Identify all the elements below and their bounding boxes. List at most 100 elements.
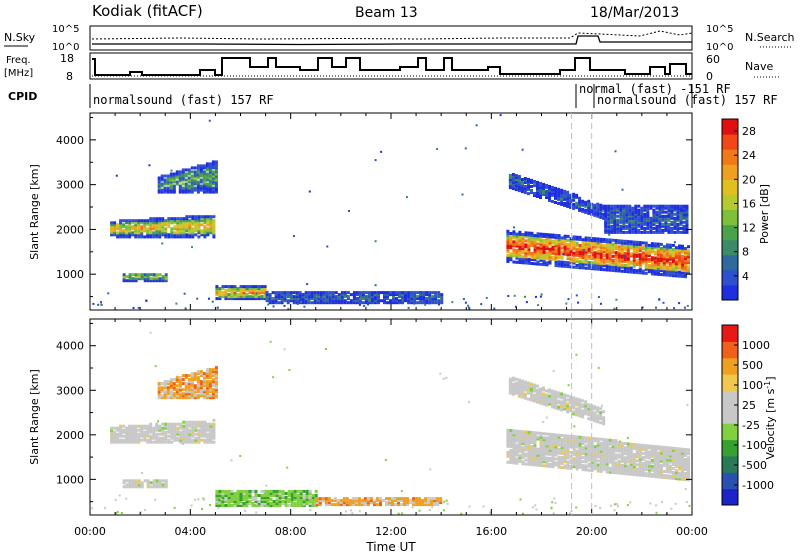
heatmap-cell xyxy=(578,398,582,402)
heatmap-cell xyxy=(134,227,138,231)
heatmap-cell xyxy=(551,255,555,259)
heatmap-cell xyxy=(301,293,305,297)
heatmap-cell xyxy=(182,235,186,239)
heatmap-cell xyxy=(182,426,186,430)
heatmap-cell xyxy=(687,249,690,253)
heatmap-cell xyxy=(425,293,429,297)
heatmap-cell xyxy=(512,431,516,435)
heatmap-cell xyxy=(641,455,645,459)
heatmap-cell xyxy=(251,502,255,505)
heatmap-cell xyxy=(131,430,135,434)
heatmap-cell xyxy=(199,388,203,392)
heatmap-cell xyxy=(533,441,537,445)
heatmap-cell xyxy=(190,384,194,388)
noise-cell xyxy=(374,284,377,287)
heatmap-cell xyxy=(626,256,630,260)
heatmap-cell xyxy=(656,260,660,264)
heatmap-cell xyxy=(634,228,638,232)
heatmap-cell xyxy=(325,299,329,303)
heatmap-cell xyxy=(593,261,597,265)
heatmap-cell xyxy=(209,229,213,233)
heatmap-cell xyxy=(191,235,195,239)
heatmap-cell xyxy=(345,497,349,501)
heatmap-cell xyxy=(134,479,138,483)
heatmap-cell xyxy=(218,297,222,301)
heatmap-cell xyxy=(214,366,218,370)
heatmap-cell xyxy=(539,248,543,252)
heatmap-cell xyxy=(572,194,576,198)
heatmap-cell xyxy=(653,262,657,266)
heatmap-cell xyxy=(194,428,198,432)
heatmap-cell xyxy=(508,385,512,389)
noise-cell xyxy=(467,304,469,307)
heatmap-cell xyxy=(184,388,188,392)
heatmap-cell xyxy=(563,395,567,399)
heatmap-cell xyxy=(269,489,273,493)
heatmap-cell xyxy=(641,469,645,473)
heatmap-cell xyxy=(653,270,657,274)
heatmap-cell xyxy=(631,218,635,222)
heatmap-cell xyxy=(668,454,672,458)
heatmap-cell xyxy=(551,193,554,197)
heatmap-cell xyxy=(665,448,669,452)
heatmap-cell xyxy=(509,453,513,456)
noise-cell xyxy=(451,301,454,304)
heatmap-cell xyxy=(110,428,114,432)
heatmap-cell xyxy=(551,249,555,253)
heatmap-cell xyxy=(619,226,623,230)
heatmap-cell xyxy=(327,499,331,503)
heatmap-cell xyxy=(191,227,195,231)
heatmap-cell xyxy=(292,295,296,299)
heatmap-cell xyxy=(548,400,551,404)
heatmap-cell xyxy=(155,479,159,483)
heatmap-cell xyxy=(199,172,203,176)
heatmap-cell xyxy=(687,269,690,273)
heatmap-cell xyxy=(319,293,323,297)
heatmap-cell xyxy=(678,258,681,262)
heatmap-cell xyxy=(155,424,159,428)
heatmap-cell xyxy=(119,432,123,436)
heatmap-cell xyxy=(439,501,443,505)
heatmap-cell xyxy=(667,226,671,230)
heatmap-cell xyxy=(239,287,243,291)
heatmap-cell xyxy=(569,450,573,454)
heatmap-cell xyxy=(170,432,174,436)
heatmap-cell xyxy=(641,253,645,257)
heatmap-cell xyxy=(596,243,600,247)
heatmap-cell xyxy=(590,450,594,454)
heatmap-cell xyxy=(170,235,174,239)
heatmap-cell xyxy=(200,438,204,442)
heatmap-cell xyxy=(652,204,656,208)
heatmap-cell xyxy=(536,396,539,400)
heatmap-cell xyxy=(563,393,567,397)
heatmap-cell xyxy=(551,393,554,397)
heatmap-cell xyxy=(620,251,624,255)
heatmap-cell xyxy=(188,227,192,231)
heatmap-cell xyxy=(392,301,395,305)
heatmap-cell xyxy=(385,503,388,507)
heatmap-cell xyxy=(187,388,191,392)
heatmap-cell xyxy=(596,210,600,214)
heatmap-cell xyxy=(665,253,669,257)
noise-cell xyxy=(661,501,664,504)
heatmap-cell xyxy=(181,172,185,176)
heatmap-cell xyxy=(539,238,543,242)
heatmap-cell xyxy=(649,228,653,232)
heatmap-cell xyxy=(404,293,407,297)
heatmap-cell xyxy=(158,229,162,233)
heatmap-cell xyxy=(251,285,255,289)
heatmap-cell xyxy=(170,434,174,438)
heatmap-cell xyxy=(665,259,669,263)
heatmap-cell xyxy=(676,214,680,218)
heatmap-cell xyxy=(563,434,567,438)
noise-cell xyxy=(613,307,616,310)
heatmap-cell xyxy=(269,492,273,495)
noise-cell xyxy=(570,509,573,512)
heatmap-cell xyxy=(548,233,552,237)
heatmap-cell xyxy=(687,470,690,474)
heatmap-cell xyxy=(635,467,639,471)
heatmap-cell xyxy=(161,229,165,233)
heatmap-cell xyxy=(506,434,510,438)
heatmap-cell xyxy=(539,397,542,401)
heatmap-cell xyxy=(539,462,543,465)
